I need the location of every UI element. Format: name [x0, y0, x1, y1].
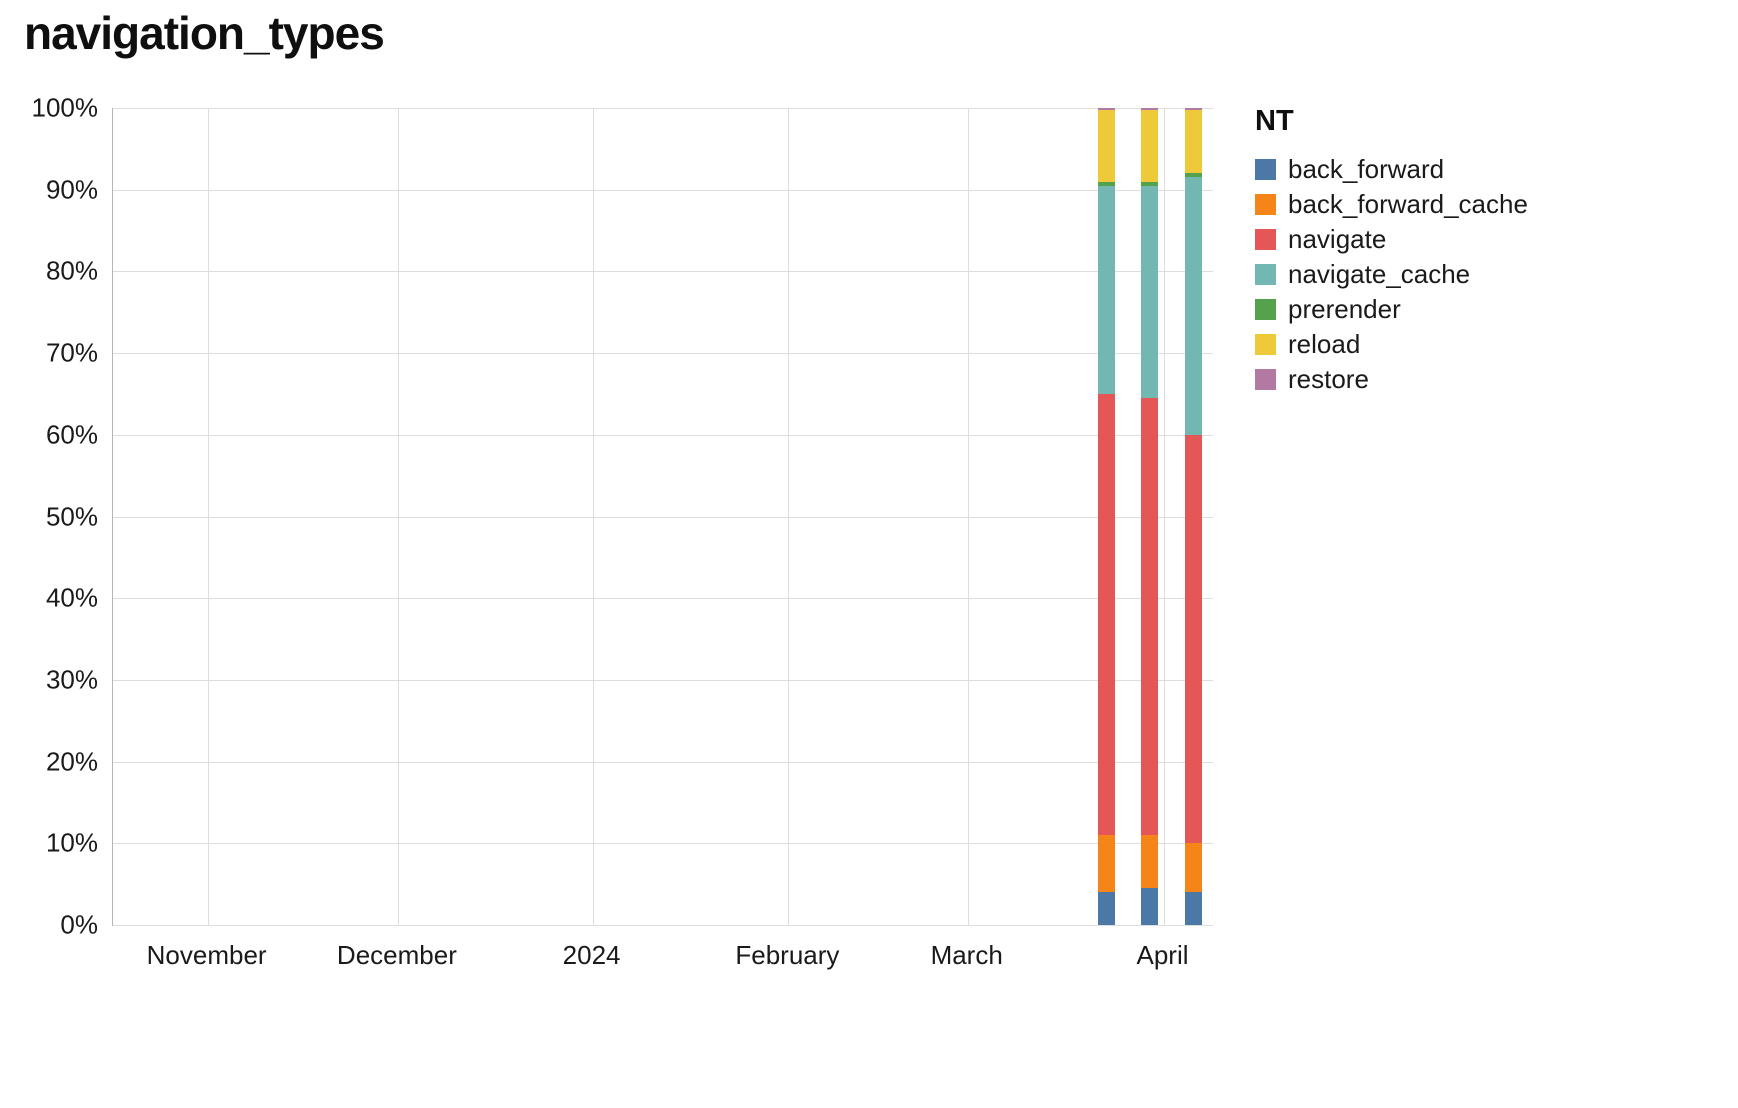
- legend-swatch-prerender: [1255, 299, 1276, 320]
- bar-segment-navigate_cache[interactable]: [1097, 185, 1115, 394]
- y-tick-label: 100%: [31, 92, 99, 123]
- y-gridline: [113, 843, 1213, 845]
- bar-segment-restore[interactable]: [1184, 108, 1202, 111]
- bar-segment-restore[interactable]: [1097, 108, 1115, 111]
- x-tick-label: November: [146, 940, 267, 970]
- bar-segment-back_forward[interactable]: [1097, 892, 1115, 925]
- bar-segment-navigate_cache[interactable]: [1184, 177, 1202, 435]
- y-gridline: [113, 434, 1213, 436]
- legend-item-reload[interactable]: reload: [1255, 327, 1528, 362]
- bar-segment-navigate[interactable]: [1184, 434, 1202, 844]
- bar-segment-navigate_cache[interactable]: [1140, 185, 1158, 399]
- y-tick-label: 30%: [45, 664, 98, 695]
- legend-item-back_forward_cache[interactable]: back_forward_cache: [1255, 187, 1528, 222]
- plot-area: [112, 108, 1213, 926]
- y-gridline: [113, 353, 1213, 355]
- x-tick-label: April: [1136, 940, 1189, 970]
- legend-swatch-navigate: [1255, 229, 1276, 250]
- legend-label: navigate_cache: [1288, 259, 1471, 289]
- legend-items: back_forward back_forward_cache navigate na…: [1255, 152, 1528, 397]
- bar-segment-prerender[interactable]: [1140, 181, 1158, 186]
- y-tick-label: 20%: [45, 746, 98, 777]
- y-tick-label: 60%: [45, 419, 98, 450]
- legend-label: navigate: [1288, 224, 1387, 254]
- legend-swatch-navigate_cache: [1255, 264, 1276, 285]
- bar-segment-back_forward[interactable]: [1140, 888, 1158, 925]
- bar-segment-back_forward_cache[interactable]: [1097, 835, 1115, 893]
- legend-swatch-reload: [1255, 334, 1276, 355]
- legend-swatch-restore: [1255, 369, 1276, 390]
- x-gridline: [207, 108, 209, 925]
- x-tick-label: December: [336, 940, 457, 970]
- legend-item-restore[interactable]: restore: [1255, 362, 1528, 397]
- x-tick-label: March: [930, 940, 1003, 970]
- x-gridline: [397, 108, 399, 925]
- bar-segment-prerender[interactable]: [1097, 181, 1115, 186]
- y-gridline: [113, 108, 1213, 109]
- stacked-bar[interactable]: [1140, 108, 1158, 925]
- bar-segment-reload[interactable]: [1184, 110, 1202, 174]
- chart-title: navigation_types: [24, 7, 385, 59]
- legend-item-navigate_cache[interactable]: navigate_cache: [1255, 257, 1528, 292]
- legend-swatch-back_forward: [1255, 159, 1276, 180]
- y-gridline: [113, 598, 1213, 600]
- y-tick-label: 0%: [60, 909, 98, 940]
- y-tick-label: 70%: [45, 337, 98, 368]
- legend-label: prerender: [1288, 294, 1401, 324]
- legend-title: NT: [1255, 105, 1294, 137]
- legend-item-back_forward[interactable]: back_forward: [1255, 152, 1528, 187]
- bar-segment-navigate[interactable]: [1140, 398, 1158, 836]
- y-gridline: [113, 679, 1213, 681]
- legend-label: restore: [1288, 364, 1369, 394]
- y-tick-label: 80%: [45, 255, 98, 286]
- y-gridline: [113, 925, 1213, 926]
- bar-segment-back_forward_cache[interactable]: [1140, 835, 1158, 889]
- stacked-bar[interactable]: [1097, 108, 1115, 925]
- bar-segment-navigate[interactable]: [1097, 393, 1115, 836]
- stacked-bar[interactable]: [1184, 108, 1202, 925]
- y-tick-label: 40%: [45, 582, 98, 613]
- y-gridline: [113, 189, 1213, 191]
- bar-segment-prerender[interactable]: [1184, 173, 1202, 178]
- x-gridline: [592, 108, 594, 925]
- x-gridline: [1163, 108, 1165, 925]
- legend-item-navigate[interactable]: navigate: [1255, 222, 1528, 257]
- legend-label: reload: [1288, 329, 1361, 359]
- y-tick-label: 10%: [45, 827, 98, 858]
- legend-label: back_forward: [1288, 154, 1445, 184]
- legend-swatch-back_forward_cache: [1255, 194, 1276, 215]
- legend-item-prerender[interactable]: prerender: [1255, 292, 1528, 327]
- legend-label: back_forward_cache: [1288, 189, 1528, 219]
- x-gridline: [788, 108, 790, 925]
- bar-segment-reload[interactable]: [1097, 110, 1115, 182]
- bar-segment-reload[interactable]: [1140, 110, 1158, 182]
- x-tick-label: February: [735, 940, 840, 970]
- x-tick-label: 2024: [562, 940, 621, 970]
- bar-segment-back_forward_cache[interactable]: [1184, 843, 1202, 893]
- y-gridline: [113, 516, 1213, 518]
- y-tick-label: 50%: [45, 501, 98, 531]
- y-gridline: [113, 761, 1213, 763]
- bar-segment-back_forward[interactable]: [1184, 892, 1202, 925]
- bar-segment-restore[interactable]: [1140, 108, 1158, 111]
- y-gridline: [113, 271, 1213, 273]
- x-gridline: [967, 108, 969, 925]
- y-tick-label: 90%: [45, 174, 98, 205]
